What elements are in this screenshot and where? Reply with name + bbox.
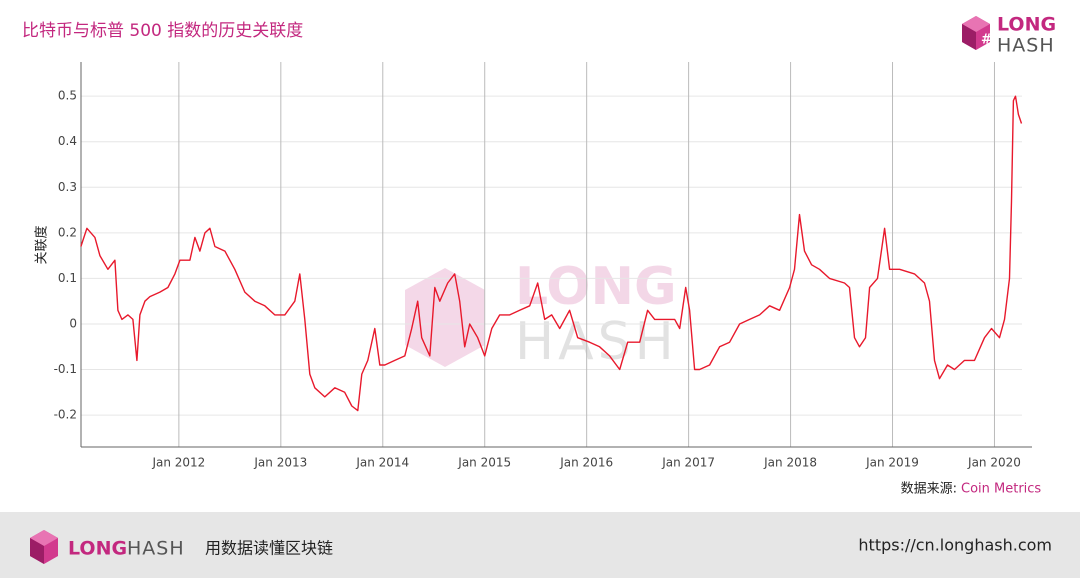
watermark-long: LONG	[515, 257, 677, 317]
footer-bar	[0, 512, 1080, 578]
y-tick-label: -0.2	[54, 408, 77, 422]
logo-long: LONG	[997, 14, 1056, 36]
logo-icon: #	[962, 16, 992, 50]
x-tick-label: Jan 2018	[763, 456, 817, 470]
x-tick-label: Jan 2020	[967, 456, 1021, 470]
x-tick-label: Jan 2016	[559, 456, 613, 470]
y-axis-label: 关联度	[34, 225, 50, 264]
x-tick-label: Jan 2017	[661, 456, 715, 470]
y-tick-label: 0.3	[58, 180, 77, 194]
logo-hash: HASH	[997, 35, 1055, 57]
source-name: Coin Metrics	[961, 482, 1041, 497]
x-tick-label: Jan 2014	[355, 456, 409, 470]
y-tick-label: 0	[69, 316, 77, 330]
footer-url: https://cn.longhash.com	[858, 536, 1052, 555]
watermark: LONG HASH	[405, 257, 678, 372]
chart-title: 比特币与标普 500 指数的历史关联度	[22, 21, 303, 41]
footer-hash: HASH	[127, 538, 185, 560]
svg-text:#: #	[981, 33, 992, 48]
y-tick-label: -0.1	[54, 362, 77, 376]
watermark-hash: HASH	[515, 312, 678, 372]
x-tick-label: Jan 2013	[253, 456, 307, 470]
y-tick-label: 0.2	[58, 225, 77, 239]
y-tick-label: 0.5	[58, 89, 77, 103]
data-line	[80, 95, 1023, 412]
x-tick-label: Jan 2019	[865, 456, 919, 470]
x-tick-label: Jan 2015	[457, 456, 511, 470]
y-tick-label: 0.1	[58, 271, 77, 285]
y-tick-label: 0.4	[58, 134, 77, 148]
x-tick-label: Jan 2012	[151, 456, 205, 470]
footer-long: LONG	[68, 538, 127, 560]
footer-slogan: 用数据读懂区块链	[205, 539, 333, 558]
source-label: 数据来源:	[901, 482, 957, 497]
footer-logo	[30, 530, 58, 564]
plot: -0.2 -0.1 0 0.1 0.2 0.3 0.4 0.5 Jan 2012 Jan 2013…	[54, 62, 1032, 470]
